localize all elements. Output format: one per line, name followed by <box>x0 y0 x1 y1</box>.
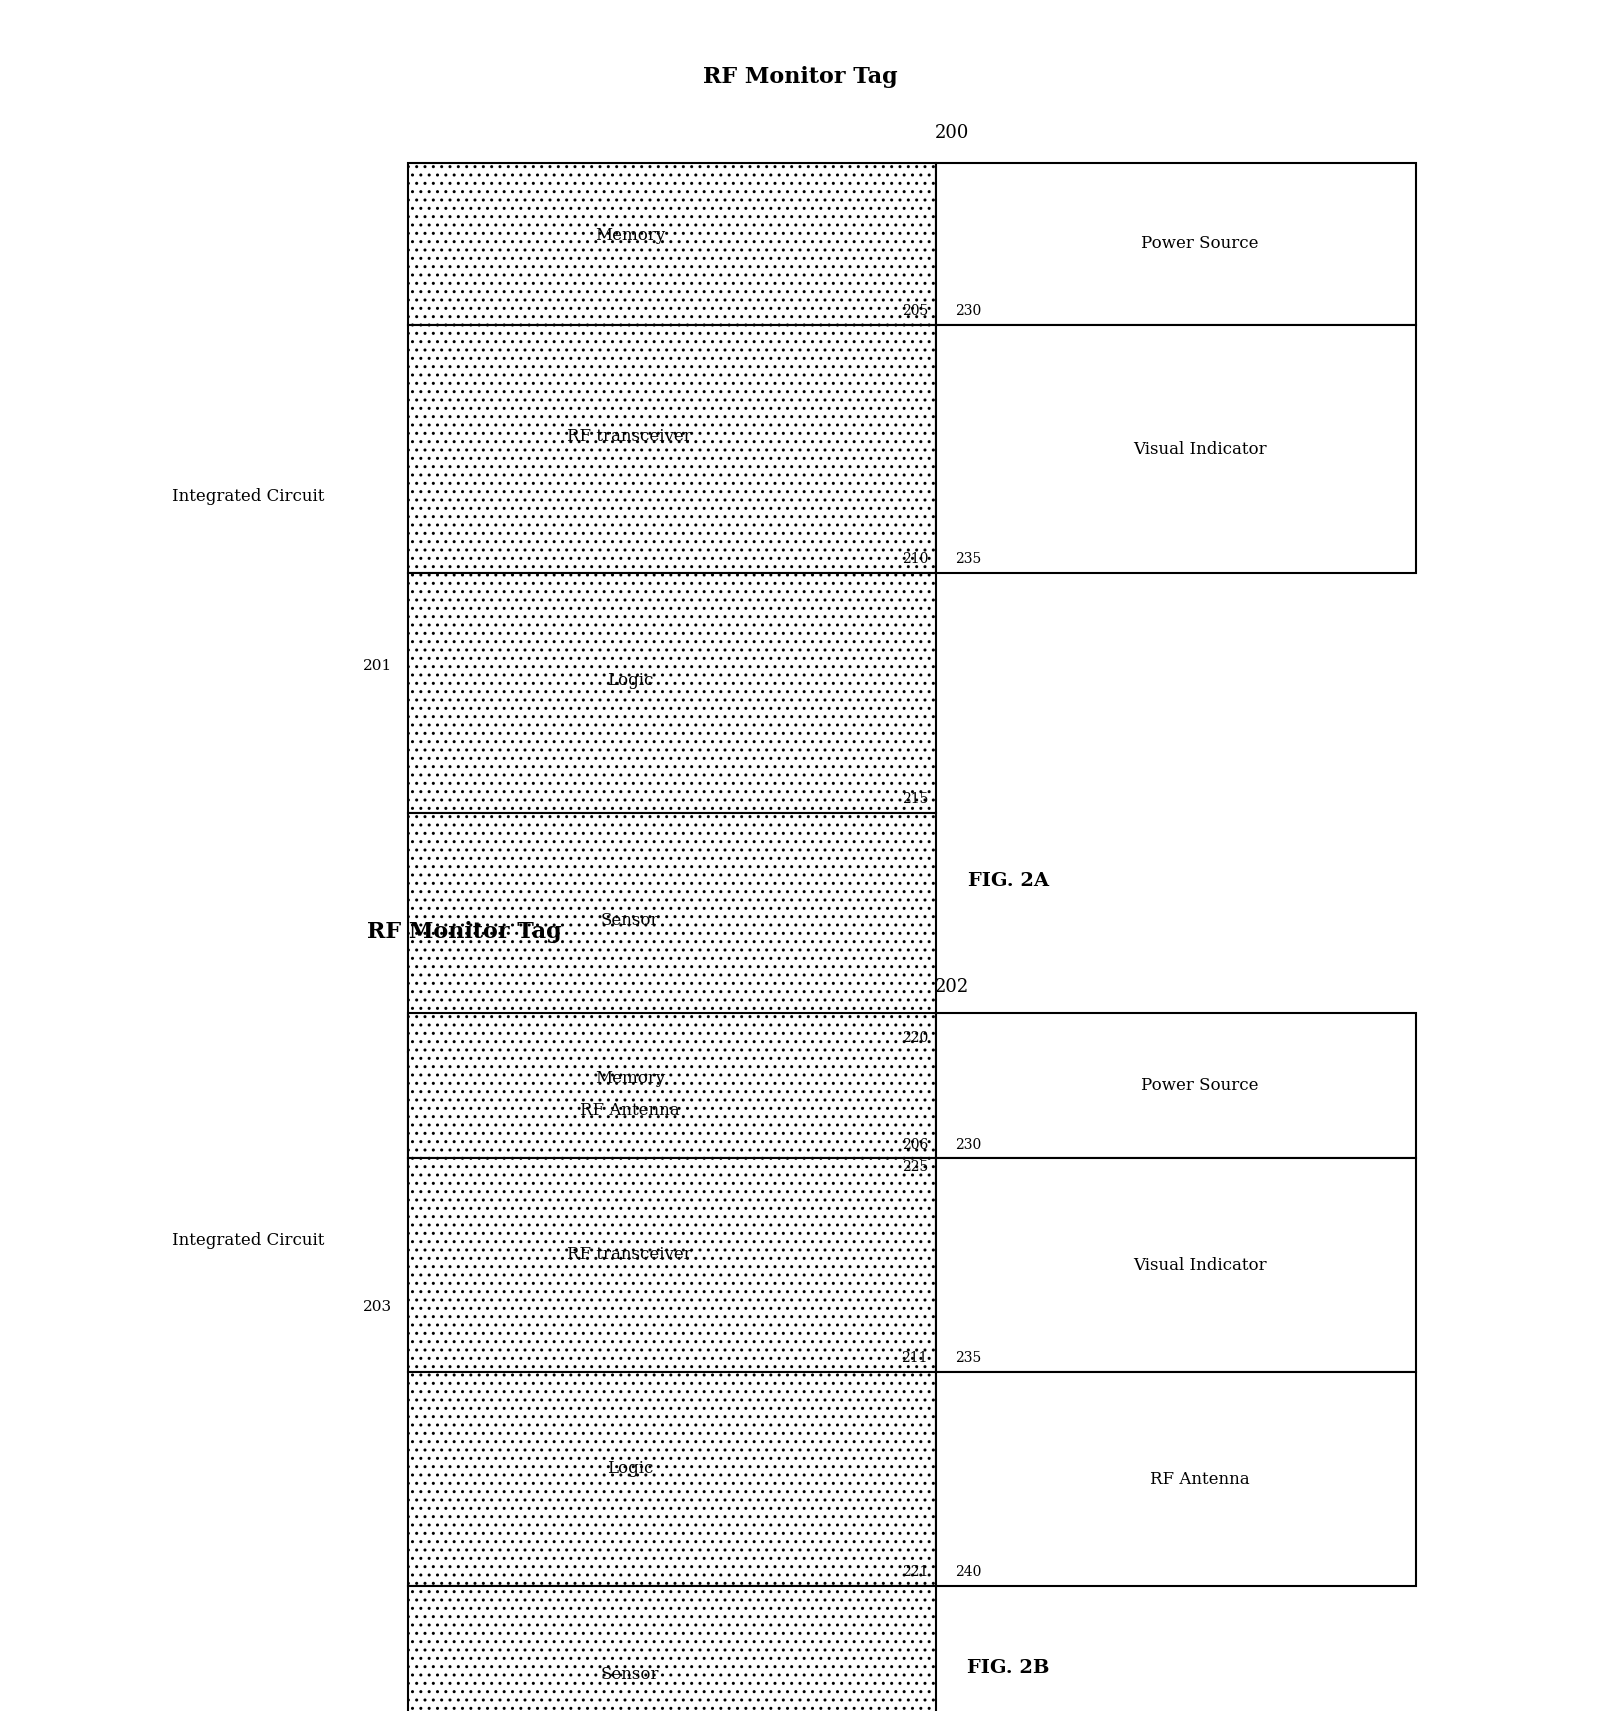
Text: RF Monitor Tag: RF Monitor Tag <box>702 67 898 87</box>
Bar <box>408 1586 936 1711</box>
Text: 200: 200 <box>934 123 970 142</box>
Bar <box>936 163 1416 325</box>
Text: 201: 201 <box>363 659 392 672</box>
Bar <box>408 1372 936 1586</box>
Text: Power Source: Power Source <box>1141 1078 1259 1093</box>
Text: Integrated Circuit: Integrated Circuit <box>171 488 325 505</box>
Bar <box>936 1372 1416 1586</box>
Text: Logic: Logic <box>606 672 653 690</box>
Text: Integrated Circuit: Integrated Circuit <box>171 1232 325 1249</box>
Bar <box>936 325 1416 573</box>
Text: 235: 235 <box>955 1352 981 1365</box>
Text: 220: 220 <box>902 1032 928 1045</box>
Text: 235: 235 <box>955 553 981 566</box>
Bar <box>936 1013 1416 1158</box>
Text: Visual Indicator: Visual Indicator <box>1133 441 1267 457</box>
Text: 215: 215 <box>902 792 928 806</box>
Text: Sensor: Sensor <box>600 1667 659 1684</box>
Text: 211: 211 <box>901 1352 928 1365</box>
Text: FIG. 2A: FIG. 2A <box>968 873 1048 890</box>
Text: Memory: Memory <box>595 228 666 245</box>
Bar <box>408 1013 936 1158</box>
Bar <box>408 1158 936 1372</box>
Text: 202: 202 <box>934 977 970 996</box>
Text: RF transceiver: RF transceiver <box>568 428 693 445</box>
Text: RF Antenna: RF Antenna <box>1150 1471 1250 1487</box>
Text: Memory: Memory <box>595 1069 666 1086</box>
Bar <box>408 1052 936 1181</box>
Bar <box>408 163 936 325</box>
Text: 230: 230 <box>955 1138 981 1152</box>
Text: 221: 221 <box>902 1566 928 1579</box>
Text: 205: 205 <box>902 305 928 318</box>
Bar <box>408 813 936 1052</box>
Text: 225: 225 <box>902 1160 928 1174</box>
Text: Visual Indicator: Visual Indicator <box>1133 1258 1267 1273</box>
Text: 210: 210 <box>902 553 928 566</box>
Text: RF Antenna: RF Antenna <box>579 1102 680 1119</box>
Bar <box>936 1158 1416 1372</box>
Text: RF Monitor Tag: RF Monitor Tag <box>366 922 562 943</box>
Bar <box>408 325 936 573</box>
Text: RF transceiver: RF transceiver <box>568 1246 693 1263</box>
Bar <box>408 573 936 813</box>
Text: Sensor: Sensor <box>600 912 659 929</box>
Text: 203: 203 <box>363 1300 392 1314</box>
Text: 240: 240 <box>955 1566 981 1579</box>
Text: Power Source: Power Source <box>1141 236 1259 252</box>
Text: Logic: Logic <box>606 1459 653 1477</box>
Text: 230: 230 <box>955 305 981 318</box>
Text: FIG. 2B: FIG. 2B <box>966 1660 1050 1677</box>
Text: 206: 206 <box>902 1138 928 1152</box>
